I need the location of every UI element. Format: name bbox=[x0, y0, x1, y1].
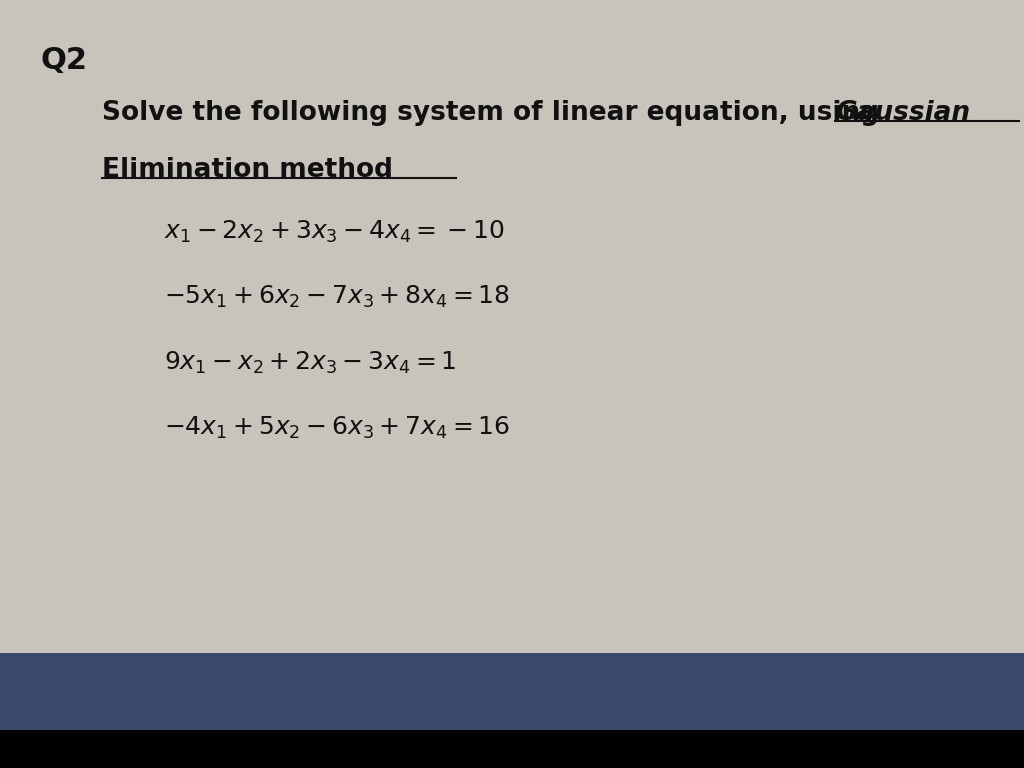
FancyBboxPatch shape bbox=[0, 653, 1024, 730]
Text: $-5x_1 + 6x_2 - 7x_3 + 8x_4 = 18$: $-5x_1 + 6x_2 - 7x_3 + 8x_4 = 18$ bbox=[164, 284, 510, 310]
Text: $x_1 - 2x_2 + 3x_3 - 4x_4 = -10$: $x_1 - 2x_2 + 3x_3 - 4x_4 = -10$ bbox=[164, 219, 504, 245]
Text: Solve the following system of linear equation, using: Solve the following system of linear equ… bbox=[102, 100, 889, 126]
Text: $-4x_1 + 5x_2 - 6x_3 + 7x_4 = 16$: $-4x_1 + 5x_2 - 6x_3 + 7x_4 = 16$ bbox=[164, 415, 510, 441]
Text: Gaussian: Gaussian bbox=[835, 100, 970, 126]
Text: Q2: Q2 bbox=[41, 46, 88, 75]
FancyBboxPatch shape bbox=[0, 730, 1024, 768]
Text: Elimination method: Elimination method bbox=[102, 157, 393, 184]
Text: $9x_1 - x_2 + 2x_3 - 3x_4 = 1$: $9x_1 - x_2 + 2x_3 - 3x_4 = 1$ bbox=[164, 349, 457, 376]
